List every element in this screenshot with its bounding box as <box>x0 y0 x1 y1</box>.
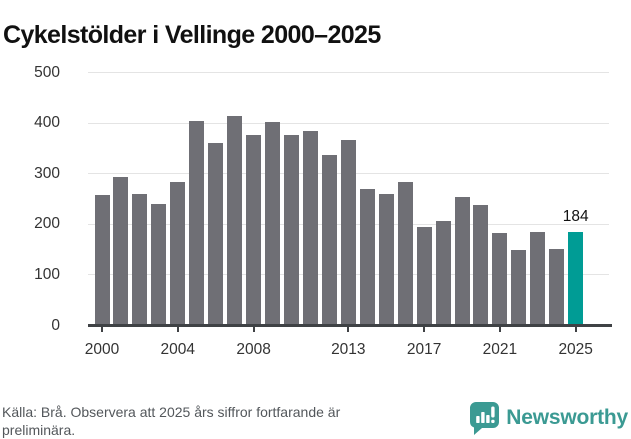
x-axis-tick-label: 2004 <box>160 341 196 358</box>
x-axis-tick <box>252 326 255 332</box>
bar-highlight-2025 <box>568 231 584 325</box>
bar-2023 <box>530 232 546 325</box>
bar-2013 <box>340 140 356 325</box>
bar-2021 <box>492 232 508 325</box>
x-axis-tick <box>498 326 501 332</box>
source-note: Källa: Brå. Observera att 2025 års siffr… <box>2 404 341 438</box>
x-axis-tick-label: 2008 <box>236 341 271 358</box>
newsworthy-logo: Newsworthy <box>469 401 628 435</box>
bar-2001 <box>113 176 129 325</box>
y-axis-tick-label: 100 <box>34 265 60 283</box>
bar-2019 <box>454 197 470 325</box>
x-axis-tick <box>176 326 179 332</box>
x-axis-tick-label: 2017 <box>406 341 442 358</box>
bar-2008 <box>246 134 262 325</box>
newsworthy-chart-bubble-icon <box>470 402 500 435</box>
x-axis-tick-label: 2021 <box>482 341 518 358</box>
x-axis-tick-label: 2025 <box>558 341 593 358</box>
footer: Källa: Brå. Observera att 2025 års siffr… <box>0 400 631 439</box>
x-axis-tick <box>574 326 577 332</box>
x-axis-tick-label: 2013 <box>331 341 366 358</box>
bar-2005 <box>189 121 205 325</box>
bar-2022 <box>511 249 527 325</box>
x-axis-tick <box>101 326 103 332</box>
bar-2011 <box>302 130 318 325</box>
bar-2002 <box>132 194 148 325</box>
bar-2020 <box>473 204 489 325</box>
bar-2000 <box>94 194 110 325</box>
bar-2007 <box>227 116 243 325</box>
bar-2009 <box>265 122 281 325</box>
bar-2010 <box>283 134 299 325</box>
bar-2014 <box>359 188 375 325</box>
gridline-y-500 <box>88 72 609 73</box>
x-axis-tick <box>347 326 350 332</box>
x-axis-line <box>88 324 612 327</box>
y-axis-tick-label: 0 <box>51 316 60 334</box>
y-axis-tick-label: 500 <box>34 63 60 81</box>
newsworthy-wordmark: Newsworthy <box>506 406 628 429</box>
bar-2012 <box>321 154 337 325</box>
bar-2024 <box>549 248 565 325</box>
y-axis-tick-label: 300 <box>34 164 60 182</box>
bar-2015 <box>378 194 394 325</box>
y-axis-tick-label: 200 <box>34 215 60 233</box>
bar-2003 <box>151 204 167 325</box>
gridline-y-400 <box>88 122 609 124</box>
plot-area: 0 100 200 300 400 500 2000 2004 2008 2013 2017 2021… <box>34 63 612 358</box>
chart-title: Cykelstölder i Vellinge 2000–2025 <box>3 20 381 49</box>
value-annotation: 184 <box>562 207 589 225</box>
y-axis-tick-label: 400 <box>34 114 60 132</box>
bar-2006 <box>208 142 224 325</box>
x-axis-tick-label: 2000 <box>84 341 120 358</box>
bar-2004 <box>170 182 186 325</box>
bar-2016 <box>397 182 413 325</box>
bar-2017 <box>416 226 432 325</box>
x-axis-tick <box>423 326 426 332</box>
bar-2018 <box>435 220 451 325</box>
